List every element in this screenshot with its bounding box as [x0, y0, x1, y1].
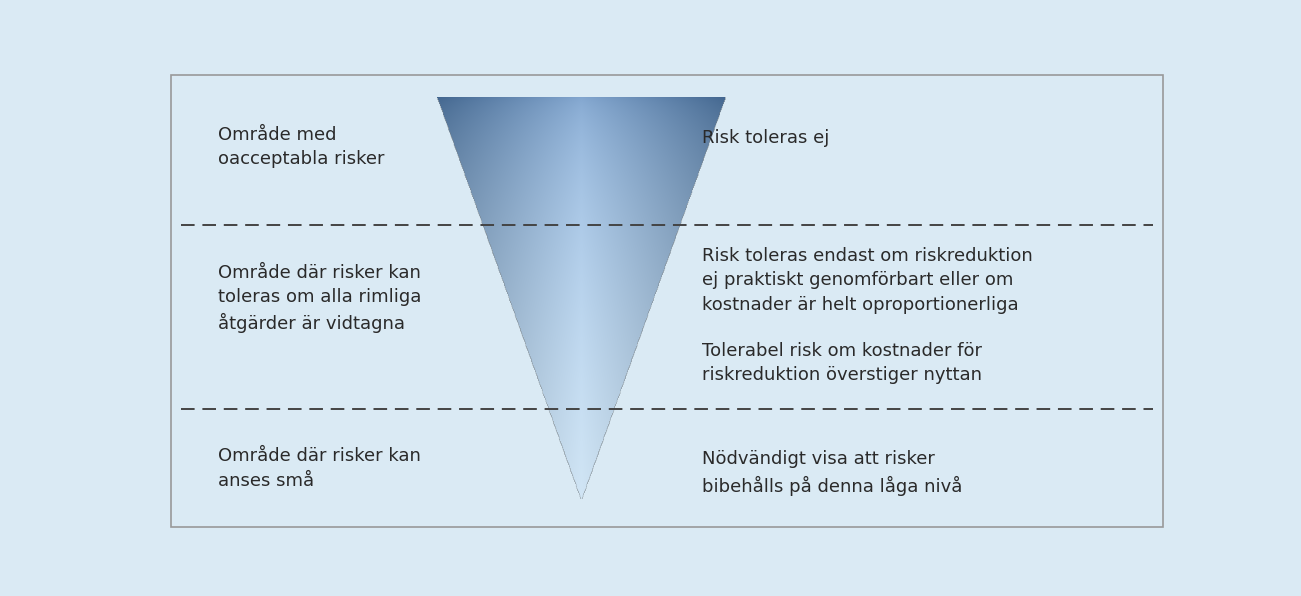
Text: Område där risker kan
anses små: Område där risker kan anses små [219, 448, 422, 490]
Text: Risk toleras endast om riskreduktion
ej praktiskt genomförbart eller om
kostnade: Risk toleras endast om riskreduktion ej … [703, 247, 1033, 313]
Text: Område med
oacceptabla risker: Område med oacceptabla risker [219, 126, 385, 169]
Text: Risk toleras ej: Risk toleras ej [703, 129, 830, 147]
Text: Tolerabel risk om kostnader för
riskreduktion överstiger nyttan: Tolerabel risk om kostnader för riskredu… [703, 342, 982, 384]
Text: Nödvändigt visa att risker
bibehålls på denna låga nivå: Nödvändigt visa att risker bibehålls på … [703, 451, 963, 496]
Text: Område där risker kan
toleras om alla rimliga
åtgärder är vidtagna: Område där risker kan toleras om alla ri… [219, 264, 422, 334]
